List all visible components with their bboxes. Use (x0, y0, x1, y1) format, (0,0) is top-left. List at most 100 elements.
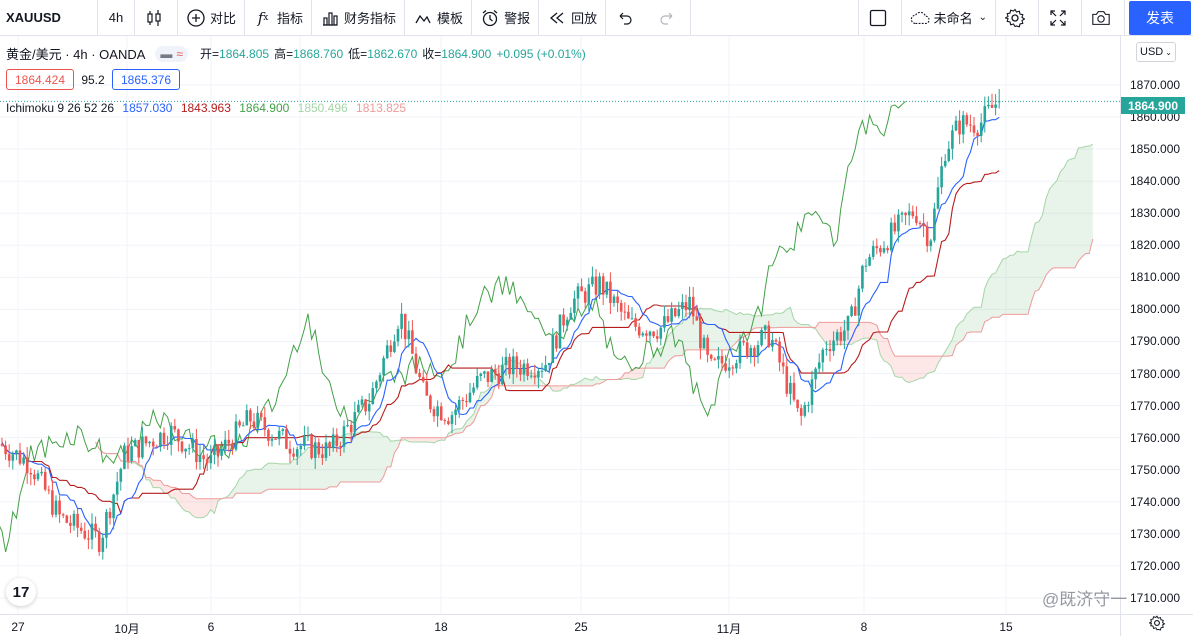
candle-body (0, 444, 4, 446)
currency-select[interactable]: USD ⌄ (1136, 42, 1176, 62)
price-axis[interactable]: 18801870.0001860.0001850.0001840.0001830… (1120, 36, 1193, 614)
candle-body (429, 395, 432, 410)
candle-body (803, 405, 807, 416)
ichimoku-cloud-segment (804, 324, 809, 328)
ichimoku-cloud-segment (246, 470, 251, 494)
ohlc-high: 高=1868.760 (274, 45, 343, 62)
layout-name-button[interactable]: 未命名 ⌄ (902, 0, 996, 36)
candle-body (195, 439, 198, 463)
interval-button[interactable]: 4h (98, 0, 135, 36)
candle-body (277, 430, 281, 440)
ichimoku-cloud-segment (873, 323, 877, 341)
ichimoku-cloud-segment (912, 356, 917, 382)
low-value: 1862.670 (367, 47, 418, 61)
symbol-search-button[interactable]: XAUUSD (0, 0, 98, 36)
ichimoku-cloud-segment (786, 307, 791, 328)
candle-body (807, 404, 810, 406)
candle-body (432, 409, 436, 417)
ichimoku-cloud-segment (956, 323, 960, 346)
publish-button[interactable]: 发表 (1129, 0, 1191, 35)
candle-body (742, 340, 745, 343)
candle-body (630, 318, 634, 320)
ichimoku-cloud-segment (264, 463, 269, 491)
candle-body (339, 445, 342, 447)
ichimoku-cloud-segment (1013, 251, 1018, 315)
candle-body (623, 311, 627, 313)
redo-button[interactable] (648, 0, 692, 36)
ichimoku-cloud-segment (862, 322, 866, 339)
candle-body (162, 432, 166, 445)
price-chart[interactable] (0, 36, 1120, 614)
ichimoku-cloud-segment (279, 463, 283, 490)
alert-button[interactable]: 警报 (472, 0, 540, 36)
ichimoku-cloud-segment (448, 431, 452, 437)
compare-button[interactable]: 对比 (178, 0, 246, 36)
ichimoku-cloud-segment (257, 469, 262, 494)
candle-body (234, 421, 238, 450)
currency-label: USD (1140, 46, 1164, 58)
candle-body (472, 387, 475, 393)
low-label: 低= (348, 47, 368, 61)
sell-button[interactable]: 1864.424 (6, 69, 74, 90)
candle-body (925, 226, 929, 247)
candle-body (681, 302, 684, 310)
ichimoku-cloud-segment (916, 356, 920, 380)
ichimoku-cloud-segment (822, 322, 827, 345)
financials-button[interactable]: 财务指标 (312, 0, 406, 36)
settings-button[interactable] (996, 0, 1039, 36)
layout-button[interactable] (857, 0, 902, 36)
candle-body (468, 392, 472, 403)
candle-body (933, 208, 936, 241)
ichimoku-cloud-segment (178, 488, 182, 509)
fullscreen-button[interactable] (1039, 0, 1082, 36)
replay-button[interactable]: 回放 (539, 0, 607, 36)
ichimoku-cloud-segment (1049, 184, 1054, 271)
price-tick-label: 1730.000 (1130, 526, 1181, 541)
candle-body (825, 348, 828, 350)
status-pill[interactable]: ▬ ≈ (155, 45, 189, 62)
candle-body (706, 337, 709, 355)
ichimoku-cloud-segment (434, 437, 438, 443)
indicator-legend[interactable]: Ichimoku 9 26 52 26 1857.030 1843.963 18… (6, 101, 411, 115)
candle-body (882, 248, 886, 253)
snapshot-button[interactable] (1082, 0, 1125, 36)
ichimoku-cloud-segment (531, 373, 535, 386)
candle-body (781, 362, 785, 367)
candle-body (904, 212, 907, 216)
fullscreen-icon (1048, 8, 1068, 28)
time-axis[interactable]: 27 10月 6 11 18 25 11月 8 15 (0, 614, 1120, 636)
undo-button[interactable] (606, 0, 648, 36)
ichimoku-cloud-segment (891, 349, 895, 377)
candle-body (285, 429, 288, 449)
indicator-lagging-value: 1864.900 (239, 101, 290, 115)
ichimoku-cloud-segment (678, 323, 683, 356)
ichimoku-cloud-segment (192, 496, 197, 518)
candle-body (868, 256, 871, 266)
templates-button[interactable]: 模板 (405, 0, 473, 36)
candle-body (191, 439, 195, 449)
time-tick-label: 27 (11, 620, 25, 634)
ichimoku-cloud-segment (200, 498, 204, 518)
candle-body (187, 448, 191, 450)
chart-settings-button[interactable] (1120, 614, 1193, 636)
ichimoku-cloud-segment (1064, 160, 1068, 268)
alarm-clock-icon (480, 8, 500, 28)
candle-body (627, 311, 630, 319)
tradingview-logo-icon[interactable]: 17 (6, 578, 36, 606)
candle-body (439, 406, 443, 421)
candle-body (922, 223, 925, 227)
candle-body (36, 473, 40, 480)
symbol-title[interactable]: 黄金/美元 · 4h · OANDA (6, 47, 146, 62)
ichimoku-cloud-segment (333, 441, 337, 487)
candle-body (220, 448, 223, 456)
ichimoku-cloud-segment (372, 432, 377, 483)
candle-body (886, 248, 889, 251)
buy-button[interactable]: 1865.376 (112, 69, 180, 90)
ichimoku-cloud-segment (376, 432, 380, 483)
candle-body (605, 281, 609, 295)
ichimoku-cloud-segment (1078, 147, 1082, 262)
indicators-label: 指标 (277, 11, 304, 26)
chart-type-button[interactable] (135, 0, 178, 36)
candle-body (547, 363, 551, 366)
